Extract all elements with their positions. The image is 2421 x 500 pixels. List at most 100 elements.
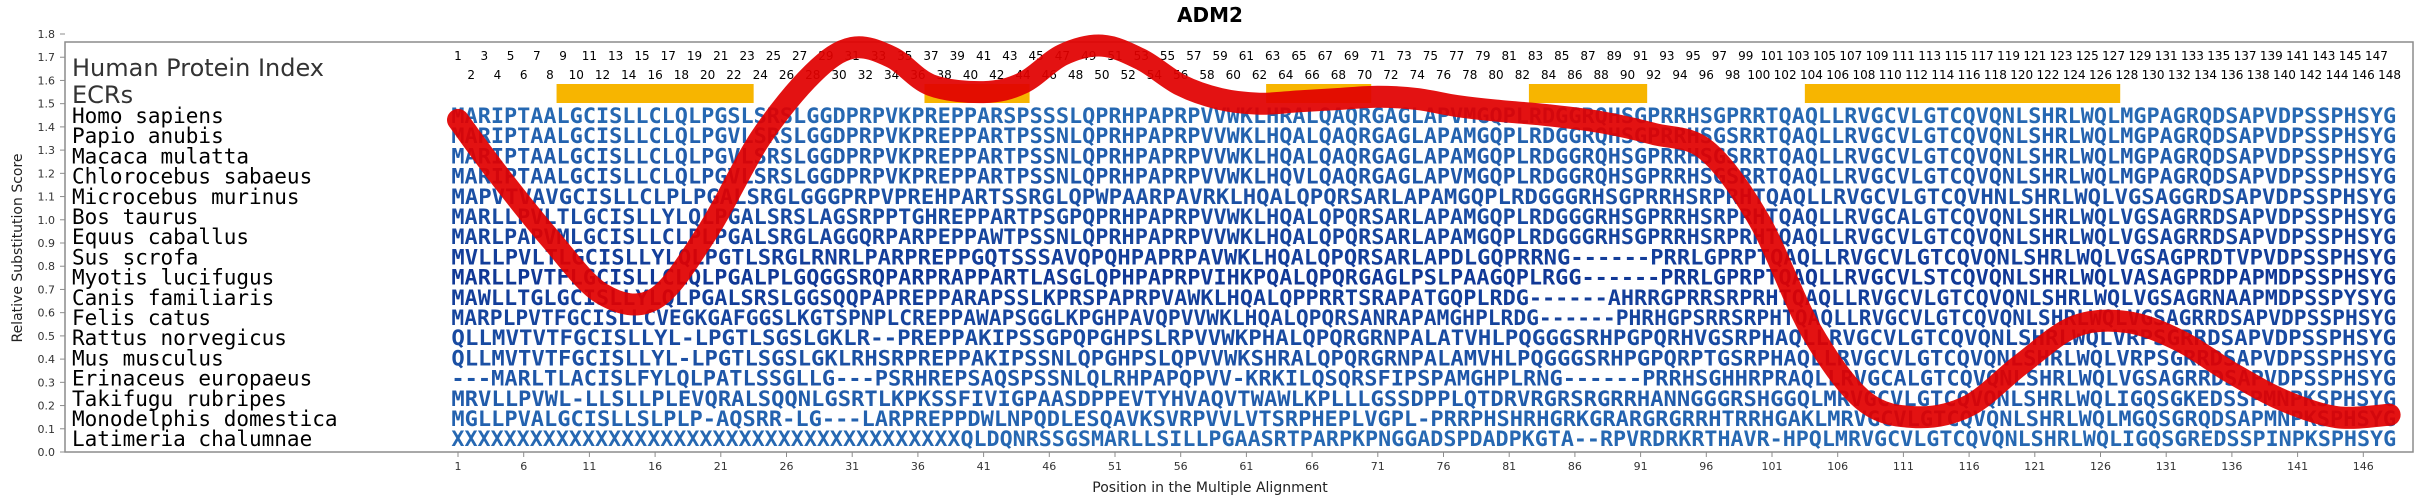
human-position-label: 4 [494, 68, 502, 82]
human-position-label: 63 [1265, 49, 1280, 63]
sequence-row: MGLLPVALGCISLLSLPLP-AQSRR-LG---LARPREPPD… [451, 407, 2396, 431]
x-tick-label: 141 [2287, 460, 2308, 473]
human-position-label: 76 [1436, 68, 1451, 82]
x-tick-label: 116 [1959, 460, 1980, 473]
y-tick-label: 0.4 [38, 353, 56, 366]
human-position-label: 55 [1160, 49, 1175, 63]
human-position-label: 137 [2234, 49, 2257, 63]
human-position-label: 73 [1396, 49, 1411, 63]
y-tick-label: 0.0 [38, 446, 56, 459]
human-position-label: 66 [1304, 68, 1319, 82]
human-position-label: 20 [700, 68, 715, 82]
human-position-label: 141 [2286, 49, 2309, 63]
y-tick-label: 0.9 [38, 237, 56, 250]
y-tick-label: 1.0 [38, 214, 56, 227]
species-label: Homo sapiens [72, 104, 224, 128]
x-tick-label: 121 [2024, 460, 2045, 473]
human-position-label: 83 [1528, 49, 1543, 63]
sequence-row: MVLLPVLTLGCISLLYLQLPGTLSRGLRNRLPARPREPPG… [451, 245, 2396, 269]
human-position-label: 14 [621, 68, 636, 82]
human-position-label: 142 [2299, 68, 2322, 82]
human-position-label: 64 [1278, 68, 1293, 82]
human-position-label: 82 [1515, 68, 1530, 82]
human-position-label: 125 [2076, 49, 2099, 63]
human-position-label: 32 [858, 68, 873, 82]
human-position-label: 139 [2260, 49, 2283, 63]
species-label: Equus caballus [72, 225, 249, 249]
human-position-label: 107 [1839, 49, 1862, 63]
human-position-label: 72 [1383, 68, 1398, 82]
y-tick-label: 1.1 [38, 191, 56, 204]
human-position-label: 24 [753, 68, 768, 82]
x-tick-label: 31 [845, 460, 859, 473]
human-position-label: 21 [713, 49, 728, 63]
human-position-label: 106 [1826, 68, 1849, 82]
x-tick-label: 36 [911, 460, 925, 473]
human-position-label: 88 [1594, 68, 1609, 82]
human-position-label: 30 [831, 68, 846, 82]
human-position-label: 84 [1541, 68, 1556, 82]
human-position-label: 89 [1607, 49, 1622, 63]
sequence-row: MARLPAPVMLGCISLLCLPLPGALSRGLAGGQRPARPEPP… [451, 225, 2396, 249]
species-label: Macaca mulatta [72, 144, 249, 168]
panel-title: Human Protein Index [72, 54, 324, 82]
sequence-row: MAWLLTGLGCISLLYLQLPGALSRSLGGSQQPAPREPPAR… [451, 286, 2396, 310]
x-tick-label: 111 [1893, 460, 1914, 473]
human-position-label: 37 [923, 49, 938, 63]
sequence-row: MAPVTVAVGCISLLCLPLPGALSRGLGGGPRPVPREHPAR… [451, 185, 2396, 209]
sequence-row: QLLMVTVTFGCISLLYL-LPGTLSGSLGKLRHSRPREPPA… [451, 346, 2396, 370]
human-position-label: 41 [976, 49, 991, 63]
human-position-label: 114 [1931, 68, 1954, 82]
y-tick-label: 0.2 [38, 400, 56, 413]
human-position-label: 16 [647, 68, 662, 82]
human-position-label: 105 [1813, 49, 1836, 63]
human-position-label: 79 [1475, 49, 1490, 63]
y-tick-label: 0.5 [38, 330, 56, 343]
human-position-label: 128 [2115, 68, 2138, 82]
human-position-label: 98 [1725, 68, 1740, 82]
human-position-label: 104 [1800, 68, 1823, 82]
y-tick-label: 1.5 [38, 98, 56, 111]
human-position-label: 58 [1199, 68, 1214, 82]
human-position-label: 42 [989, 68, 1004, 82]
human-position-label: 109 [1866, 49, 1889, 63]
sequences: MARIPTAALGCISLLCLQLPGSLSRSLGGDPRPVKPREPP… [451, 104, 2396, 451]
human-position-label: 90 [1620, 68, 1635, 82]
human-position-label: 91 [1633, 49, 1648, 63]
human-position-label: 39 [950, 49, 965, 63]
human-position-label: 60 [1226, 68, 1241, 82]
x-tick-label: 61 [1239, 460, 1253, 473]
ecr-label: ECRs [72, 81, 133, 109]
x-tick-label: 71 [1371, 460, 1385, 473]
human-position-label: 71 [1370, 49, 1385, 63]
human-position-label: 120 [2010, 68, 2033, 82]
human-position-label: 8 [546, 68, 554, 82]
y-tick-label: 1.6 [38, 74, 56, 87]
human-position-label: 6 [520, 68, 528, 82]
y-tick-label: 0.7 [38, 283, 56, 296]
x-tick-label: 126 [2090, 460, 2111, 473]
y-axis-label: Relative Substitution Score [10, 153, 26, 342]
human-position-label: 52 [1120, 68, 1135, 82]
species-label: Erinaceus europaeus [72, 367, 312, 391]
species-label: Mus musculus [72, 346, 224, 370]
human-position-label: 140 [2273, 68, 2296, 82]
human-position-label: 129 [2128, 49, 2151, 63]
human-position-label: 102 [1774, 68, 1797, 82]
human-position-label: 48 [1068, 68, 1083, 82]
species-label: Bos taurus [72, 205, 198, 229]
y-tick-label: 1.2 [38, 167, 56, 180]
x-tick-label: 101 [1762, 460, 1783, 473]
human-position-label: 25 [766, 49, 781, 63]
human-position-label: 144 [2326, 68, 2349, 82]
x-tick-label: 1 [455, 460, 462, 473]
x-tick-label: 106 [1827, 460, 1848, 473]
human-position-label: 10 [569, 68, 584, 82]
y-tick-label: 1.3 [38, 144, 56, 157]
x-tick-label: 51 [1108, 460, 1122, 473]
human-position-label: 147 [2365, 49, 2388, 63]
human-position-label: 111 [1892, 49, 1915, 63]
sequence-row: XXXXXXXXXXXXXXXXXXXXXXXXXXXXXXXXXXXXXXXQ… [451, 427, 2396, 451]
x-tick-label: 86 [1568, 460, 1582, 473]
human-position-label: 18 [674, 68, 689, 82]
